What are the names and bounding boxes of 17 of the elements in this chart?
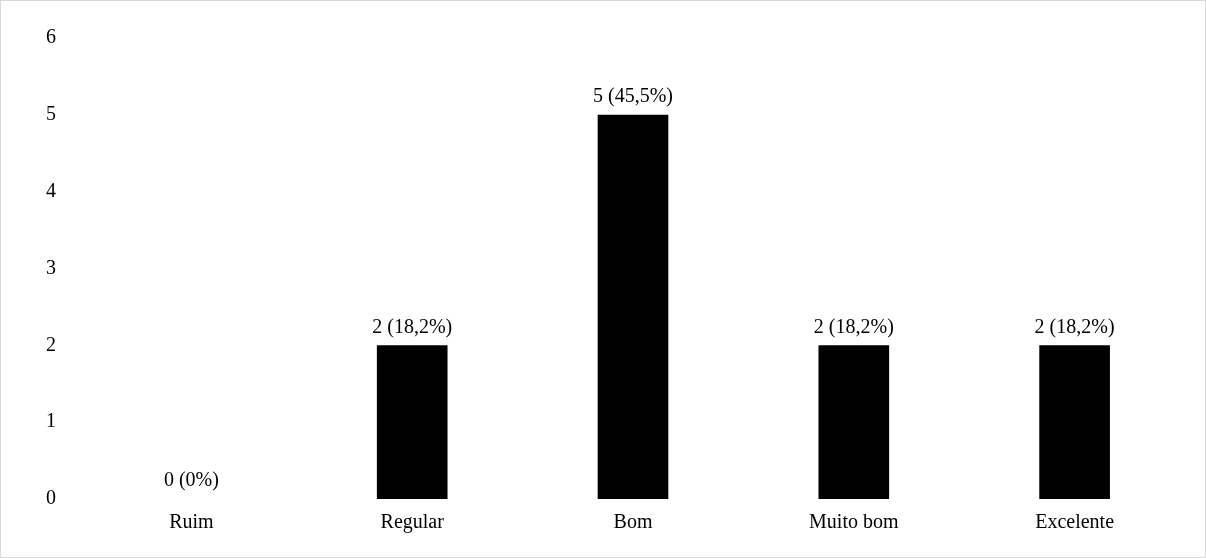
data-label: 2 (18,2%) [372,314,453,338]
y-tick-label: 2 [46,332,56,355]
y-tick-label: 6 [46,25,56,48]
y-tick-label: 5 [46,102,56,125]
data-label: 5 (45,5%) [593,84,673,108]
y-tick-label: 3 [46,255,56,278]
data-label: 2 (18,2%) [813,314,894,338]
x-tick-label: Excelente [1035,510,1115,533]
data-label: 2 (18,2%) [1034,314,1115,338]
x-tick-label: Muito bom [809,510,899,533]
x-tick-label: Ruim [169,510,215,533]
y-tick-label: 4 [46,178,56,201]
data-label: 0 (0%) [163,468,219,492]
y-tick-label: 1 [46,409,56,432]
x-tick-label: Bom [613,510,653,533]
y-tick-label: 0 [46,486,56,509]
x-tick-label: Regular [380,510,445,534]
